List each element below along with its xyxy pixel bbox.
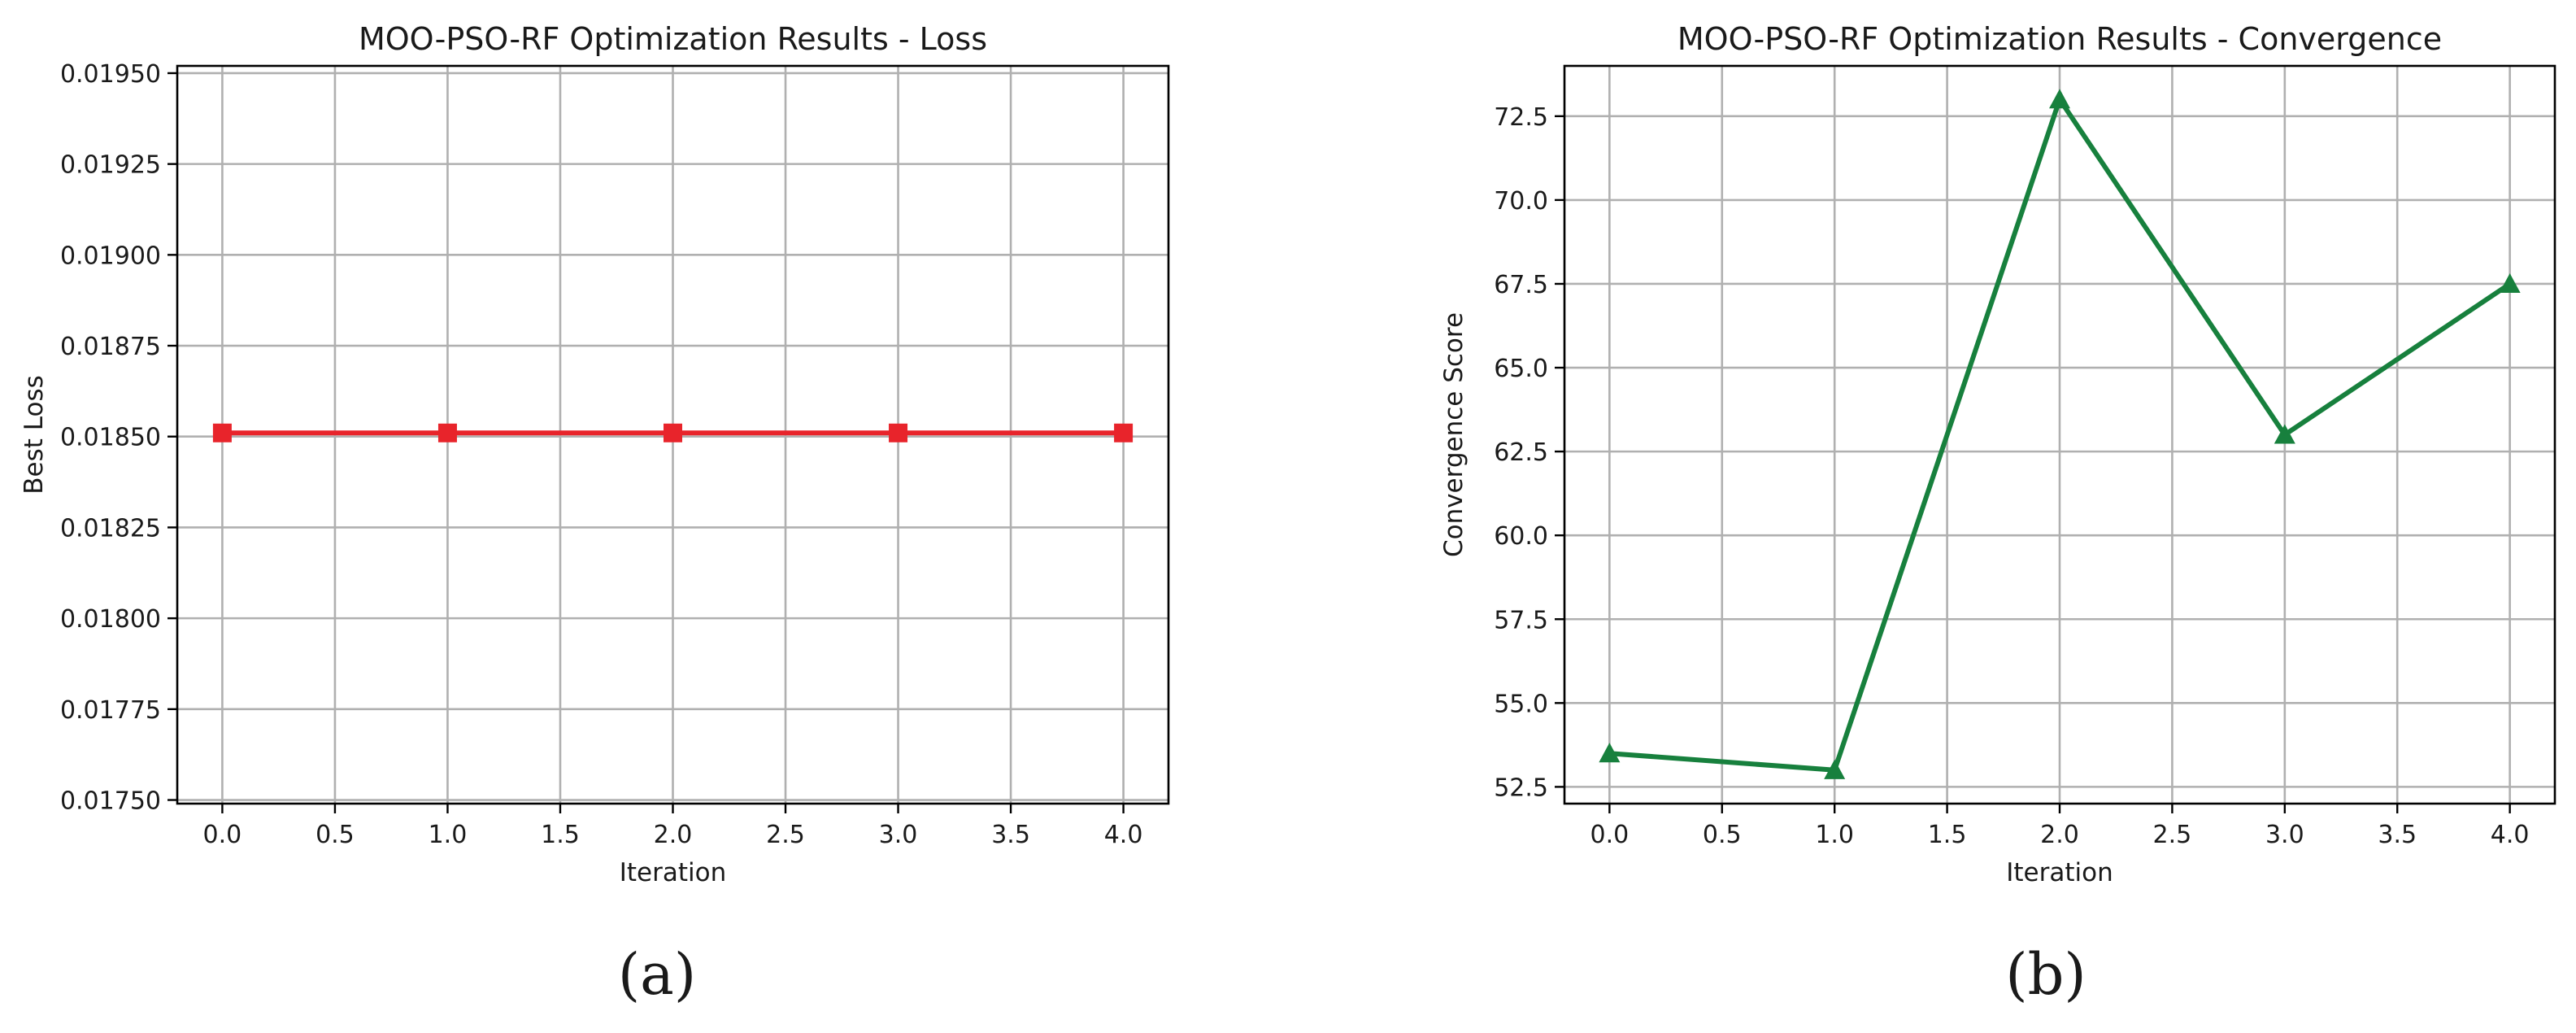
convergence-y-tick-label: 65.0	[1494, 355, 1548, 383]
loss-y-tick-label: 0.01900	[60, 242, 161, 270]
convergence-x-tick-label: 0.5	[1703, 821, 1742, 849]
loss-x-tick-label: 1.0	[429, 821, 468, 849]
convergence-y-tick-label: 52.5	[1494, 774, 1548, 802]
loss-x-tick-label: 2.0	[654, 821, 693, 849]
loss-data-point	[1114, 423, 1134, 442]
convergence-y-tick-label: 62.5	[1494, 438, 1548, 467]
convergence-x-tick-label: 3.5	[2378, 821, 2417, 849]
convergence-x-axis-label: Iteration	[2006, 858, 2113, 887]
loss-y-axis-label: Best Loss	[20, 375, 49, 495]
convergence-y-tick-label: 72.5	[1494, 103, 1548, 132]
convergence-y-tick-label: 55.0	[1494, 690, 1548, 718]
loss-y-tick-label: 0.01825	[60, 514, 161, 543]
convergence-x-tick-label: 1.5	[1928, 821, 1967, 849]
convergence-chart-title: MOO-PSO-RF Optimization Results - Conver…	[1677, 21, 2442, 57]
convergence-panel-label: (b)	[2005, 941, 2086, 1008]
convergence-data-point	[1824, 759, 1846, 779]
loss-y-tick-label: 0.01950	[60, 60, 161, 89]
loss-x-tick-label: 2.5	[766, 821, 805, 849]
convergence-chart: 0.0 0.5 1.0 1.5 2.0 2.5 3.0 3.5 4.0 52.5 55.0 57.5 6…	[1439, 21, 2556, 1008]
loss-x-axis-label: Iteration	[620, 858, 727, 887]
convergence-x-tick-label: 2.0	[2040, 821, 2079, 849]
convergence-x-tick-label: 1.0	[1815, 821, 1854, 849]
loss-plot-frame	[176, 64, 1170, 805]
loss-y-tick-label: 0.01850	[60, 424, 161, 452]
loss-x-tick-label: 0.5	[315, 821, 355, 849]
convergence-y-tick-label: 60.0	[1494, 522, 1548, 551]
loss-x-tick-label: 4.0	[1104, 821, 1143, 849]
loss-data-point	[212, 423, 232, 442]
loss-y-tick-label: 0.01775	[60, 696, 161, 725]
convergence-data-point	[2499, 272, 2521, 294]
convergence-x-tick-label: 2.5	[2153, 821, 2192, 849]
loss-chart: 0.0 0.5 1.0 1.5 2.0 2.5 3.0 3.5 4.0 0.01750 0.0177…	[20, 21, 1170, 1008]
convergence-data-point	[2049, 89, 2070, 109]
convergence-data-point	[2274, 424, 2295, 444]
convergence-y-tick-label: 57.5	[1494, 606, 1548, 634]
loss-y-tick-label: 0.01750	[60, 787, 161, 816]
convergence-data-point	[1599, 743, 1621, 763]
loss-x-tick-label: 3.0	[879, 821, 918, 849]
loss-y-tick-label: 0.01800	[60, 605, 161, 634]
convergence-x-tick-label: 0.0	[1590, 821, 1630, 849]
loss-y-tick-label: 0.01875	[60, 333, 161, 361]
loss-data-point	[889, 423, 908, 442]
loss-x-tick-label: 3.5	[991, 821, 1030, 849]
loss-panel-label: (a)	[618, 941, 696, 1008]
convergence-plot-frame	[1563, 64, 2556, 805]
loss-x-tick-label: 0.0	[203, 821, 242, 849]
convergence-y-tick-label: 70.0	[1494, 187, 1548, 216]
convergence-y-axis-label: Convergence Score	[1439, 312, 1469, 557]
loss-data-point	[664, 423, 682, 442]
convergence-x-tick-label: 4.0	[2491, 821, 2530, 849]
convergence-x-tick-label: 3.0	[2265, 821, 2304, 849]
loss-chart-title: MOO-PSO-RF Optimization Results - Loss	[359, 21, 987, 57]
loss-y-tick-label: 0.01925	[60, 151, 161, 180]
convergence-y-tick-label: 67.5	[1494, 271, 1548, 299]
loss-data-point	[437, 423, 457, 442]
loss-x-tick-label: 1.5	[541, 821, 580, 849]
